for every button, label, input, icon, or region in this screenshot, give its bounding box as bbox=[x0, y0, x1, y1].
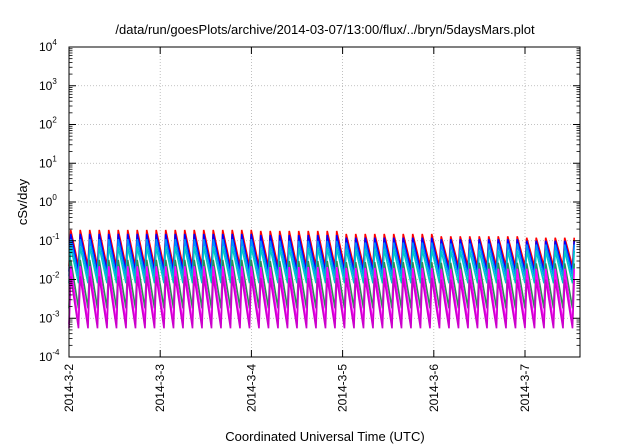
y-tick-label: 10-4 bbox=[39, 348, 60, 364]
series-line-3 bbox=[68, 238, 576, 277]
y-tick-label: 10-2 bbox=[39, 271, 60, 287]
x-tick-label: 2014-3-6 bbox=[427, 364, 441, 412]
x-tick-label: 2014-3-7 bbox=[518, 364, 532, 412]
x-axis: 2014-3-2 2014-3-3 2014-3-4 2014-3-5 2014-3-6… bbox=[62, 47, 532, 412]
y-tick-label: 101 bbox=[39, 154, 57, 170]
x-tick-label: 2014-3-2 bbox=[62, 364, 76, 412]
chart-title: /data/run/goesPlots/archive/2014-03-07/1… bbox=[115, 22, 535, 37]
y-axis-label: cSv/day bbox=[15, 178, 30, 225]
y-tick-label: 10-1 bbox=[39, 232, 60, 248]
y-tick-label: 100 bbox=[39, 193, 57, 209]
y-axis: 10-4 10-3 10-2 10-1 100 101 102 103 104 bbox=[39, 38, 580, 364]
x-axis-label: Coordinated Universal Time (UTC) bbox=[225, 429, 424, 444]
series-line-4 bbox=[68, 246, 576, 284]
x-tick-label: 2014-3-3 bbox=[153, 364, 167, 412]
x-tick-label: 2014-3-4 bbox=[244, 364, 258, 412]
y-tick-label: 102 bbox=[39, 116, 57, 132]
series-line-2 bbox=[68, 233, 576, 272]
x-tick-label: 2014-3-5 bbox=[336, 364, 350, 412]
y-tick-label: 103 bbox=[39, 77, 57, 93]
series-line-7 bbox=[68, 276, 576, 329]
y-tick-label: 10-3 bbox=[39, 309, 60, 325]
series-line-5 bbox=[68, 259, 576, 309]
data-series bbox=[68, 229, 576, 329]
y-tick-label: 104 bbox=[39, 38, 57, 54]
